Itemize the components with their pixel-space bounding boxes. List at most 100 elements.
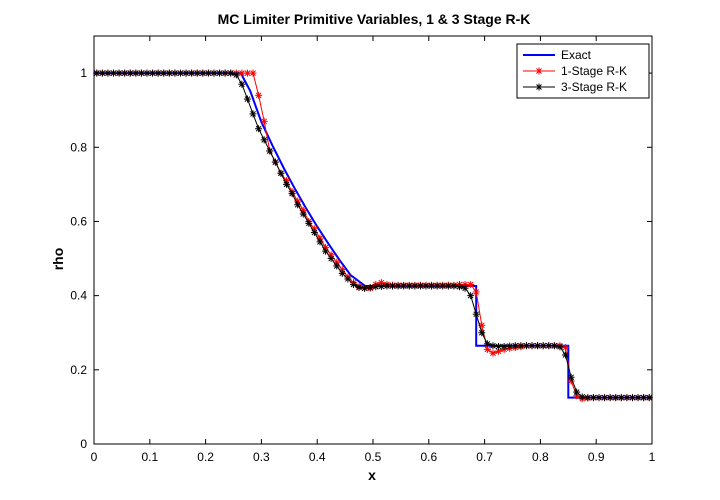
data-point-3-stage-r-k (294, 201, 302, 209)
y-tick-label: 0.8 (70, 140, 87, 154)
data-point-3-stage-r-k (349, 281, 357, 289)
data-point-3-stage-r-k (450, 282, 458, 290)
data-point-3-stage-r-k (550, 342, 558, 350)
legend-label-3-stage-r-k: 3-Stage R-K (561, 80, 627, 94)
legend-label-exact: Exact (561, 48, 592, 62)
x-tick-label: 0.3 (253, 450, 270, 464)
data-point-3-stage-r-k (333, 262, 341, 270)
x-tick-label: 0.7 (476, 450, 493, 464)
x-tick-label: 0.8 (532, 450, 549, 464)
data-point-3-stage-r-k (411, 282, 419, 290)
data-point-3-stage-r-k (227, 69, 235, 77)
data-point-3-stage-r-k (338, 269, 346, 277)
data-point-3-stage-r-k (143, 69, 151, 77)
legend-marker-1-stage-r-k (535, 67, 543, 75)
x-axis-label: x (368, 467, 376, 483)
data-point-3-stage-r-k (361, 284, 369, 292)
data-point-3-stage-r-k (584, 394, 592, 402)
data-point-1-stage-r-k (238, 69, 246, 77)
data-point-3-stage-r-k (355, 283, 363, 291)
data-point-3-stage-r-k (299, 210, 307, 218)
data-point-3-stage-r-k (534, 342, 542, 350)
data-point-1-stage-r-k (467, 281, 475, 289)
data-point-3-stage-r-k (506, 342, 514, 350)
legend-marker-3-stage-r-k (535, 83, 543, 91)
y-tick-label: 0.2 (70, 363, 87, 377)
data-point-3-stage-r-k (573, 388, 581, 396)
data-point-3-stage-r-k (467, 292, 475, 300)
data-point-1-stage-r-k (562, 344, 570, 352)
data-point-3-stage-r-k (305, 219, 313, 227)
data-point-3-stage-r-k (528, 342, 536, 350)
data-point-3-stage-r-k (232, 71, 240, 79)
data-point-3-stage-r-k (617, 394, 625, 402)
data-point-3-stage-r-k (461, 284, 469, 292)
data-point-3-stage-r-k (422, 282, 430, 290)
data-point-3-stage-r-k (567, 373, 575, 381)
data-point-3-stage-r-k (288, 190, 296, 198)
y-tick-label: 0.6 (70, 214, 87, 228)
series-markers-3-stage-r-k (93, 69, 653, 402)
data-point-3-stage-r-k (455, 283, 463, 291)
data-point-3-stage-r-k (344, 275, 352, 283)
data-point-3-stage-r-k (165, 69, 173, 77)
data-point-3-stage-r-k (277, 169, 285, 177)
data-point-3-stage-r-k (137, 69, 145, 77)
x-tick-label: 0.5 (365, 450, 382, 464)
data-point-3-stage-r-k (489, 342, 497, 350)
data-point-3-stage-r-k (154, 69, 162, 77)
data-point-3-stage-r-k (266, 147, 274, 155)
data-point-3-stage-r-k (322, 247, 330, 255)
data-point-3-stage-r-k (316, 238, 324, 246)
data-point-1-stage-r-k (260, 117, 268, 125)
data-point-3-stage-r-k (271, 158, 279, 166)
plot-area: 0 0.1 0.2 0.3 0.4 0.5 0.6 0.7 0.8 0.9 1 0 0.2 0.4 0.6 0… (70, 35, 656, 464)
data-point-3-stage-r-k (483, 340, 491, 348)
data-point-3-stage-r-k (645, 394, 653, 402)
data-point-3-stage-r-k (495, 342, 503, 350)
data-point-3-stage-r-k (243, 95, 251, 103)
y-axis-label: rho (50, 248, 66, 271)
data-point-3-stage-r-k (283, 180, 291, 188)
data-point-3-stage-r-k (132, 69, 140, 77)
data-point-3-stage-r-k (366, 283, 374, 291)
data-point-3-stage-r-k (327, 255, 335, 263)
x-tick-label: 0 (91, 450, 98, 464)
x-tick-label: 0.4 (309, 450, 326, 464)
x-tick-label: 0.9 (588, 450, 605, 464)
data-point-3-stage-r-k (238, 80, 246, 88)
data-point-3-stage-r-k (578, 393, 586, 401)
data-point-3-stage-r-k (171, 69, 179, 77)
y-tick-label: 0.4 (70, 289, 87, 303)
data-point-3-stage-r-k (634, 394, 642, 402)
data-point-3-stage-r-k (589, 394, 597, 402)
x-tick-label: 0.6 (420, 450, 437, 464)
data-point-1-stage-r-k (249, 69, 257, 77)
x-tick-label: 0.1 (141, 450, 158, 464)
data-point-3-stage-r-k (93, 69, 101, 77)
data-point-3-stage-r-k (556, 343, 564, 351)
data-point-1-stage-r-k (255, 91, 263, 99)
data-point-3-stage-r-k (416, 282, 424, 290)
data-point-3-stage-r-k (310, 229, 318, 237)
x-tick-label: 0.2 (197, 450, 214, 464)
y-tick-label: 1 (80, 66, 87, 80)
data-point-3-stage-r-k (255, 125, 263, 133)
y-tick-label: 0 (80, 437, 87, 451)
data-point-1-stage-r-k (489, 349, 497, 357)
legend: Exact 1-Stage R-K 3-Stage R-K (516, 43, 650, 99)
data-point-3-stage-r-k (562, 351, 570, 359)
data-point-3-stage-r-k (472, 310, 480, 318)
data-point-3-stage-r-k (478, 329, 486, 337)
x-tick-label: 1 (649, 450, 656, 464)
axes-box (93, 35, 653, 445)
data-point-3-stage-r-k (394, 282, 402, 290)
data-point-3-stage-r-k (249, 110, 257, 118)
legend-label-1-stage-r-k: 1-Stage R-K (561, 64, 627, 78)
data-point-1-stage-r-k (472, 288, 480, 296)
data-point-3-stage-r-k (260, 136, 268, 144)
data-point-3-stage-r-k (539, 342, 547, 350)
chart-title: MC Limiter Primitive Variables, 1 & 3 St… (218, 11, 531, 27)
